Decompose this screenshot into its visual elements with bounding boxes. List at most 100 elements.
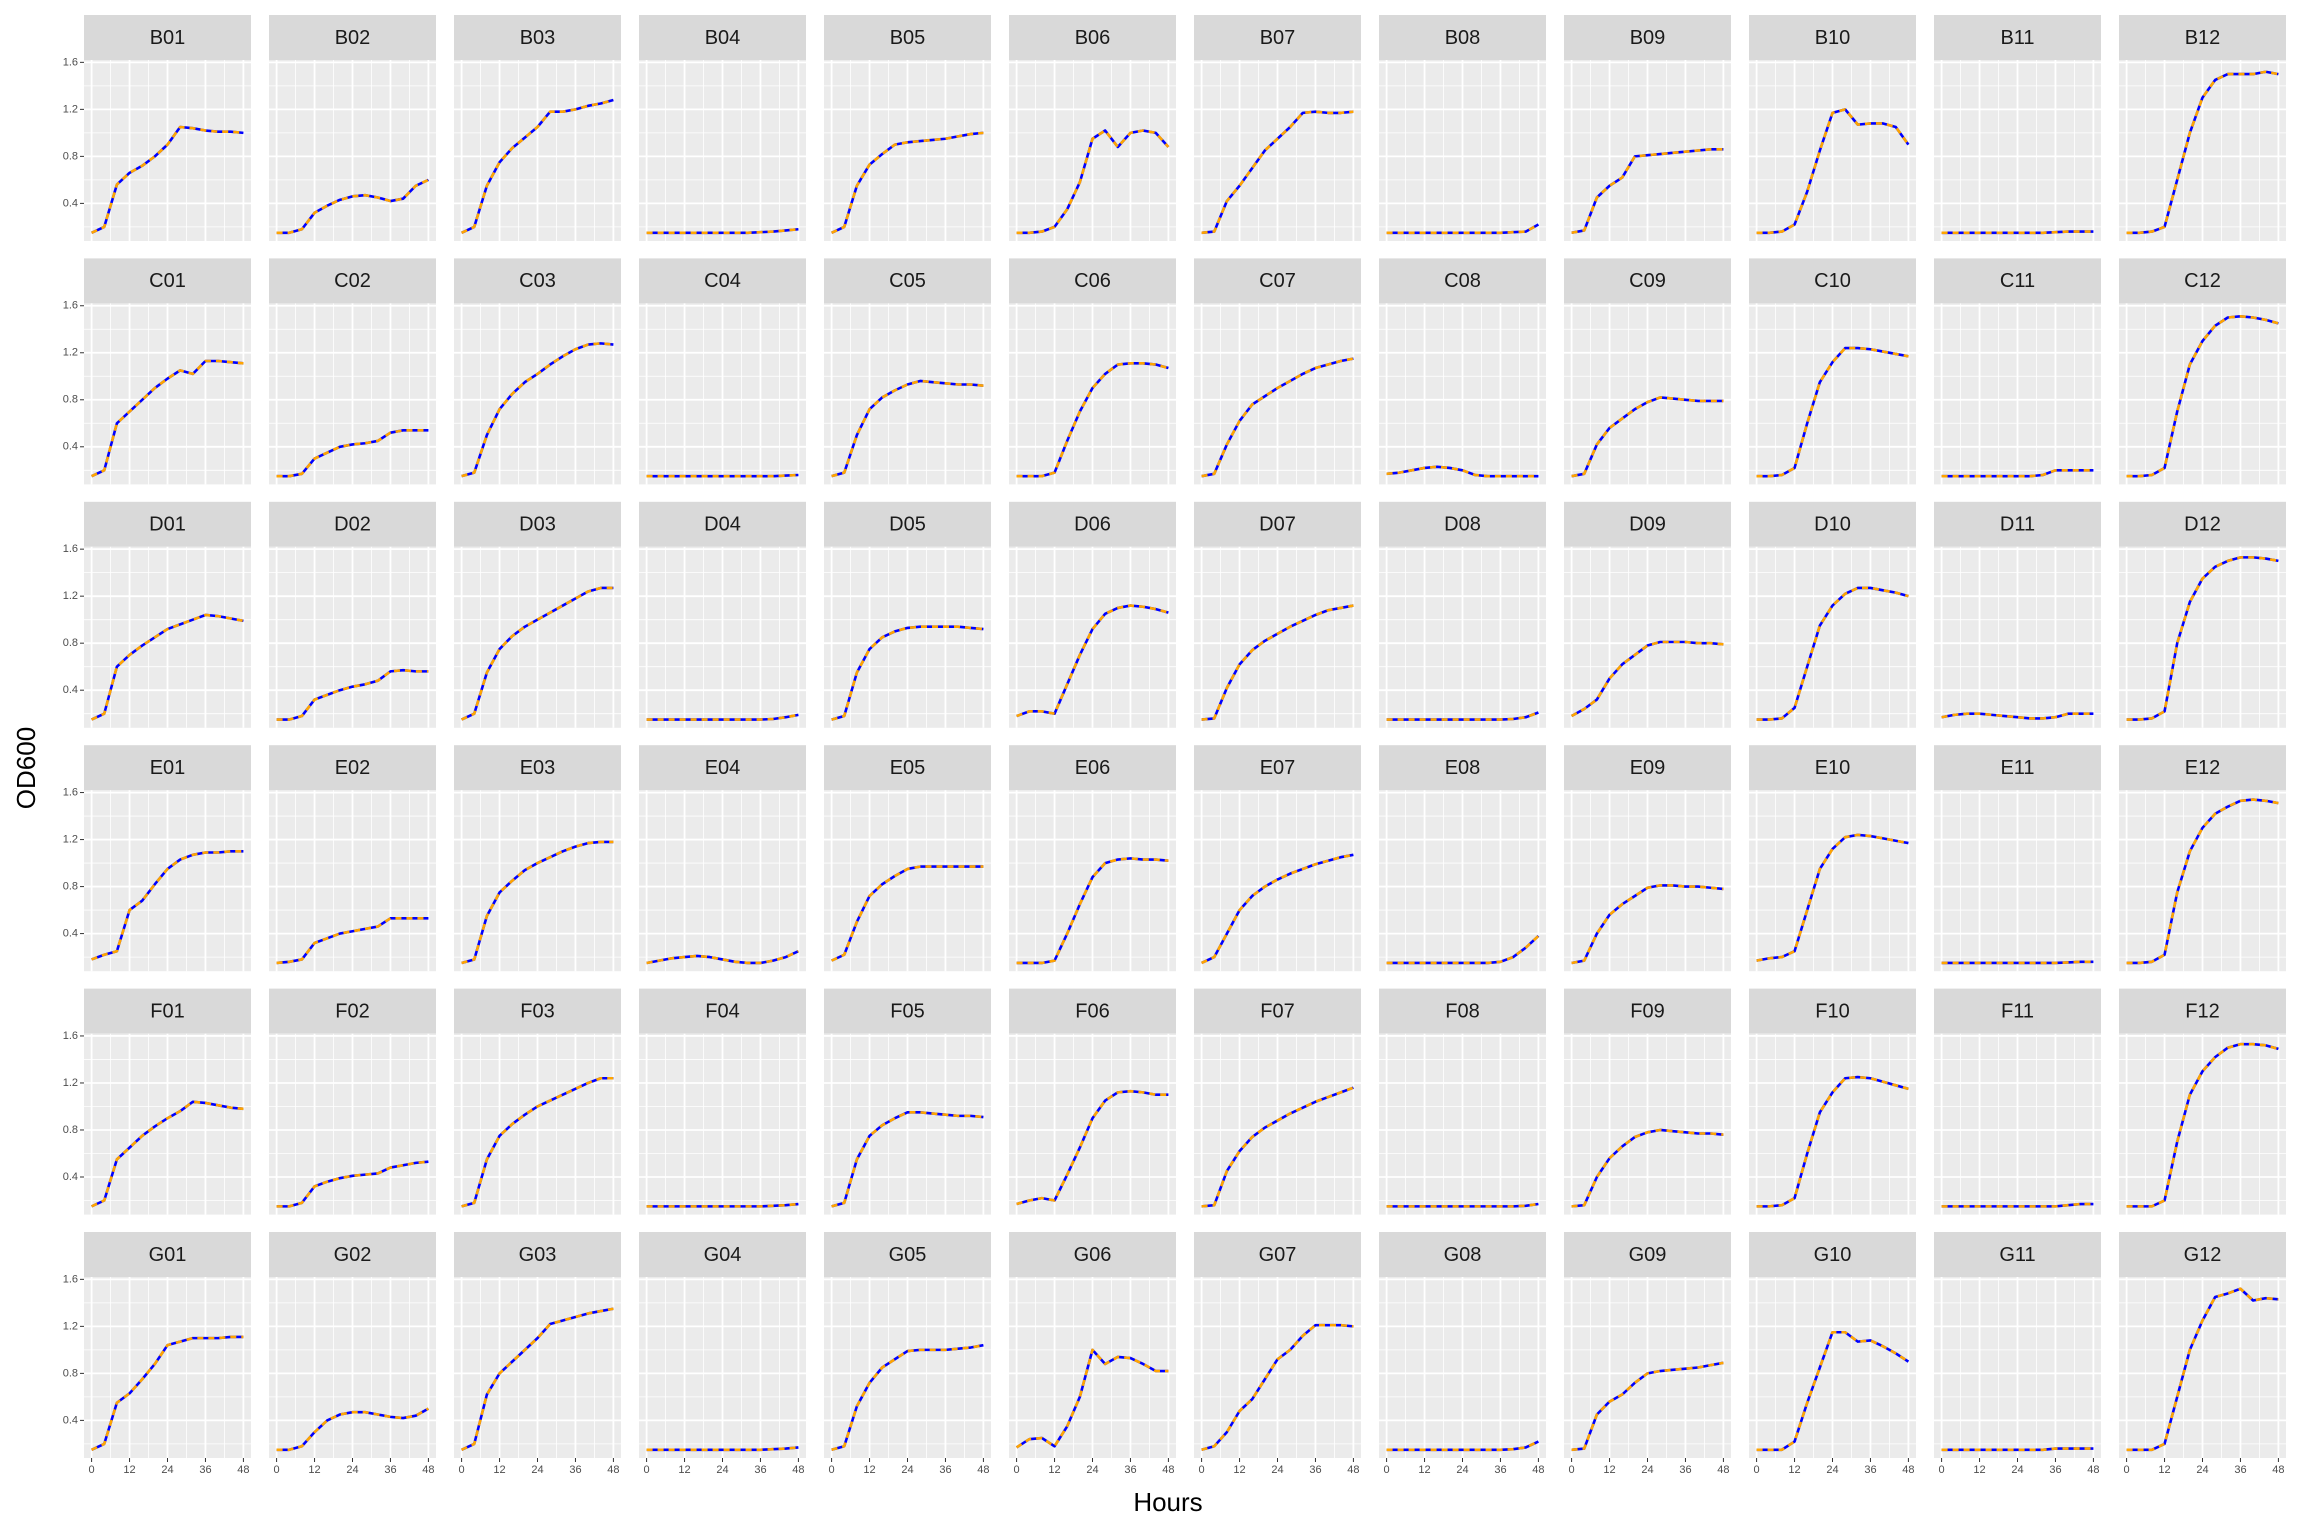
growth-curve (276, 178, 429, 235)
growth-curve (831, 865, 984, 962)
x-tick-label: 0 (1199, 1464, 1205, 1476)
strip (1009, 745, 1176, 791)
strip-label: E08 (1445, 757, 1481, 779)
strip (1194, 258, 1361, 304)
x-tick-label: 36 (384, 1464, 396, 1476)
y-tick-label: 1.2 (63, 1320, 78, 1332)
x-tick-label: 24 (1641, 1464, 1653, 1476)
strip (1564, 501, 1731, 547)
strip (824, 501, 991, 547)
strip-label: B07 (1260, 27, 1296, 49)
strip-label: G10 (1814, 1244, 1852, 1266)
strip (1749, 988, 1916, 1034)
growth-curve (1756, 833, 1909, 962)
strip (454, 745, 621, 791)
strip (2119, 15, 2286, 60)
strip-label: C10 (1814, 270, 1851, 292)
strip (84, 258, 251, 304)
x-tick-label: 24 (1826, 1464, 1838, 1476)
x-tick-label: 24 (1271, 1464, 1283, 1476)
strip (824, 745, 991, 791)
growth-curve (2126, 556, 2279, 721)
strip-label: E05 (890, 757, 926, 779)
x-tick-label: 36 (2234, 1464, 2246, 1476)
growth-curve (1016, 129, 1170, 235)
strip (1194, 15, 1361, 60)
x-tick-label: 36 (1679, 1464, 1691, 1476)
strip-label: D12 (2184, 514, 2221, 536)
x-tick-label: 12 (1233, 1464, 1245, 1476)
y-tick-label: 1.6 (63, 56, 78, 68)
strip (824, 988, 991, 1034)
x-tick-label: 0 (644, 1464, 650, 1476)
strip (1194, 745, 1361, 791)
strip-label: C04 (704, 270, 741, 292)
strip-label: F06 (1075, 1000, 1109, 1022)
strip (84, 501, 251, 547)
growth-curve (2126, 1287, 2279, 1452)
growth-curve (276, 668, 429, 721)
strip (824, 258, 991, 304)
strip (269, 258, 436, 304)
x-tick-label: 24 (901, 1464, 913, 1476)
growth-curve (646, 950, 799, 965)
strip-label: E03 (520, 757, 556, 779)
growth-curve (91, 613, 244, 721)
strip-label: D02 (334, 514, 371, 536)
strip-label: B02 (335, 27, 371, 49)
x-tick-label: 0 (1014, 1464, 1020, 1476)
x-tick-label: 24 (2196, 1464, 2208, 1476)
growth-curve (646, 473, 799, 478)
growth-curve (276, 917, 429, 965)
growth-curve (91, 359, 244, 478)
growth-curve (1016, 604, 1169, 718)
strip-label: C12 (2184, 270, 2221, 292)
growth-curve (1941, 230, 2094, 235)
x-tick-label: 0 (1754, 1464, 1760, 1476)
growth-curve (1756, 586, 1909, 721)
strip-label: F12 (2185, 1000, 2219, 1022)
strip-label: F05 (890, 1000, 924, 1022)
x-tick-label: 0 (459, 1464, 465, 1476)
growth-curve (276, 429, 429, 478)
strip (454, 501, 621, 547)
strip-label: B01 (150, 27, 186, 49)
y-tick-label: 1.6 (63, 543, 78, 555)
strip (1009, 258, 1176, 304)
strip (84, 1232, 251, 1277)
strip (1934, 15, 2101, 60)
strip (1934, 258, 2101, 304)
x-tick-label: 0 (829, 1464, 835, 1476)
strip-label: G08 (1444, 1244, 1482, 1266)
strip (639, 988, 806, 1034)
strip (454, 1232, 621, 1277)
x-tick-label: 0 (89, 1464, 95, 1476)
strip (1934, 988, 2101, 1034)
y-tick-label: 1.2 (63, 1077, 78, 1089)
strip-label: B11 (2000, 27, 2034, 49)
strip (84, 15, 251, 60)
strip (1379, 988, 1546, 1034)
strip (1564, 1232, 1731, 1277)
strip-label: F02 (335, 1000, 369, 1022)
strip-label: G01 (149, 1244, 187, 1266)
x-tick-label: 48 (1162, 1464, 1174, 1476)
growth-curve (1571, 396, 1724, 478)
strip-label: F11 (2001, 1000, 2034, 1022)
strip (1564, 988, 1731, 1034)
y-tick-label: 0.4 (63, 927, 78, 939)
strip (639, 258, 806, 304)
growth-curve (91, 850, 244, 961)
y-tick-label: 0.4 (63, 441, 78, 453)
growth-curve (1756, 1075, 1909, 1208)
growth-curve (1571, 1128, 1724, 1208)
strip (1194, 1232, 1361, 1277)
strip (1379, 15, 1546, 60)
strip-label: B09 (1630, 27, 1666, 49)
strip-label: C03 (519, 270, 556, 292)
growth-curve (1756, 108, 1910, 235)
strip-label: B12 (2185, 27, 2221, 49)
growth-curve (461, 1076, 614, 1208)
strip-label: E11 (2000, 757, 2034, 779)
growth-curve (276, 1160, 429, 1208)
